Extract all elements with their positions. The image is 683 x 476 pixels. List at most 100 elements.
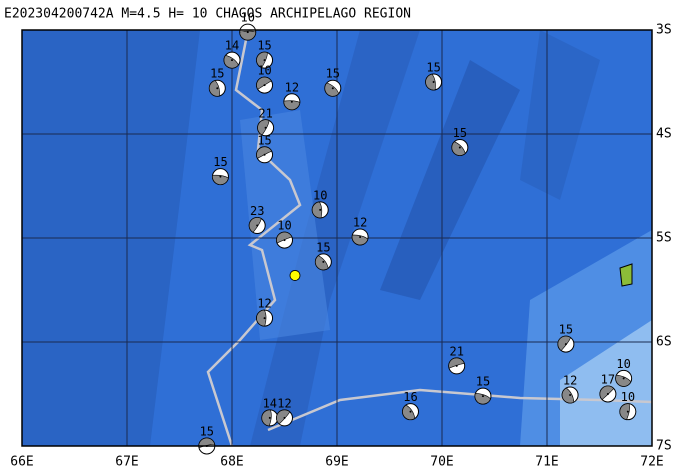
beachball-center (263, 59, 266, 62)
beachball-quadrant (324, 82, 340, 97)
depth-label: 10 (313, 188, 327, 202)
beachball (448, 357, 466, 375)
depth-label: 21 (258, 106, 272, 120)
beachball-quadrant (451, 141, 466, 156)
y-tick-label: 5S (656, 231, 672, 246)
depth-label: 10 (616, 357, 630, 371)
beachball-center (458, 146, 461, 149)
beachball (351, 228, 369, 246)
beachball (283, 93, 301, 111)
y-tick-label: 7S (656, 439, 672, 454)
beachball-center (626, 410, 629, 413)
beachball-center (331, 87, 334, 90)
beachball (211, 168, 229, 186)
beachball-center (263, 317, 266, 320)
y-tick-label: 6S (656, 335, 672, 350)
beachball (402, 403, 419, 421)
beachball (276, 409, 293, 427)
x-tick-label: 68E (220, 455, 243, 470)
depth-label: 10 (621, 390, 635, 404)
beachball-center (268, 416, 271, 419)
depth-label: 12 (353, 215, 367, 229)
beachball (561, 386, 579, 404)
beachball-center (256, 224, 259, 227)
beachball-center (263, 84, 266, 87)
x-tick-label: 66E (10, 455, 33, 470)
beachball-quadrant (311, 201, 323, 219)
beachball-center (359, 235, 362, 238)
y-tick-label: 4S (656, 127, 672, 142)
beachball-center (216, 87, 219, 90)
beachball-quadrant (315, 255, 329, 271)
beachball-quadrant (351, 234, 369, 246)
beachball-quadrant (239, 30, 257, 41)
beachball-quadrant (402, 404, 416, 420)
depth-label: 10 (241, 11, 255, 25)
depth-label: 17 (601, 373, 615, 387)
depth-label: 10 (257, 64, 271, 78)
beachball-quadrant (209, 80, 220, 97)
depth-label: 14 (263, 396, 277, 410)
depth-label: 15 (426, 61, 440, 75)
depth-label: 12 (277, 396, 291, 410)
map-frame (21, 29, 653, 447)
depth-label: 15 (213, 155, 227, 169)
beachball (256, 146, 274, 164)
beachball (261, 409, 279, 427)
beachball-quadrant (256, 309, 267, 327)
beachball-center (290, 100, 293, 103)
beachball-quadrant (256, 51, 268, 68)
beachball-center (283, 239, 286, 242)
depth-label: 15 (316, 240, 330, 254)
depth-label: 14 (225, 39, 239, 53)
beachball (557, 335, 575, 353)
beachball (256, 51, 274, 69)
beachball-quadrant (283, 100, 301, 111)
x-tick-label: 69E (325, 455, 348, 470)
depth-label: 21 (449, 344, 463, 358)
depth-label: 15 (326, 67, 340, 81)
beachball (239, 23, 257, 41)
beachball (276, 231, 293, 249)
x-tick-label: 70E (430, 455, 453, 470)
depth-label: 15 (476, 375, 490, 389)
depth-label: 16 (403, 390, 417, 404)
depth-label: 15 (453, 126, 467, 140)
beachball (256, 309, 274, 327)
beachball-center (322, 260, 325, 263)
map-title: E202304200742A M=4.5 H= 10 CHAGOS ARCHIP… (4, 7, 411, 22)
beachball-center (622, 377, 625, 380)
beachball-center (409, 410, 412, 413)
beachball-center (606, 393, 609, 395)
x-tick-label: 67E (115, 455, 138, 470)
beachball-quadrant (561, 387, 575, 404)
beachball-quadrant (619, 403, 630, 420)
y-tick-label: 3S (656, 23, 672, 38)
beachball (311, 201, 329, 219)
beachball-center (455, 364, 458, 367)
x-tick-label: 71E (535, 455, 558, 470)
beachball (314, 253, 332, 271)
beachball-quadrant (261, 409, 272, 427)
beachball (474, 387, 492, 405)
depth-label: 15 (257, 133, 271, 147)
beachball-center (231, 59, 233, 62)
beachball (248, 217, 266, 235)
depth-label: 15 (257, 39, 271, 53)
beachball-center (264, 126, 267, 129)
beachball-center (283, 416, 286, 419)
depth-label: 15 (559, 323, 573, 337)
beachball-center (481, 395, 484, 398)
beachball-center (319, 208, 322, 211)
beachball-quadrant (615, 374, 632, 387)
x-tick-label: 72E (640, 455, 663, 470)
beachball-quadrant (223, 54, 239, 69)
beachball (599, 385, 617, 403)
depth-label: 12 (285, 80, 299, 94)
beachball (208, 79, 226, 97)
depth-label: 15 (200, 425, 214, 439)
main-event (289, 270, 301, 281)
beachball-center (569, 394, 572, 397)
beachball (451, 139, 469, 157)
